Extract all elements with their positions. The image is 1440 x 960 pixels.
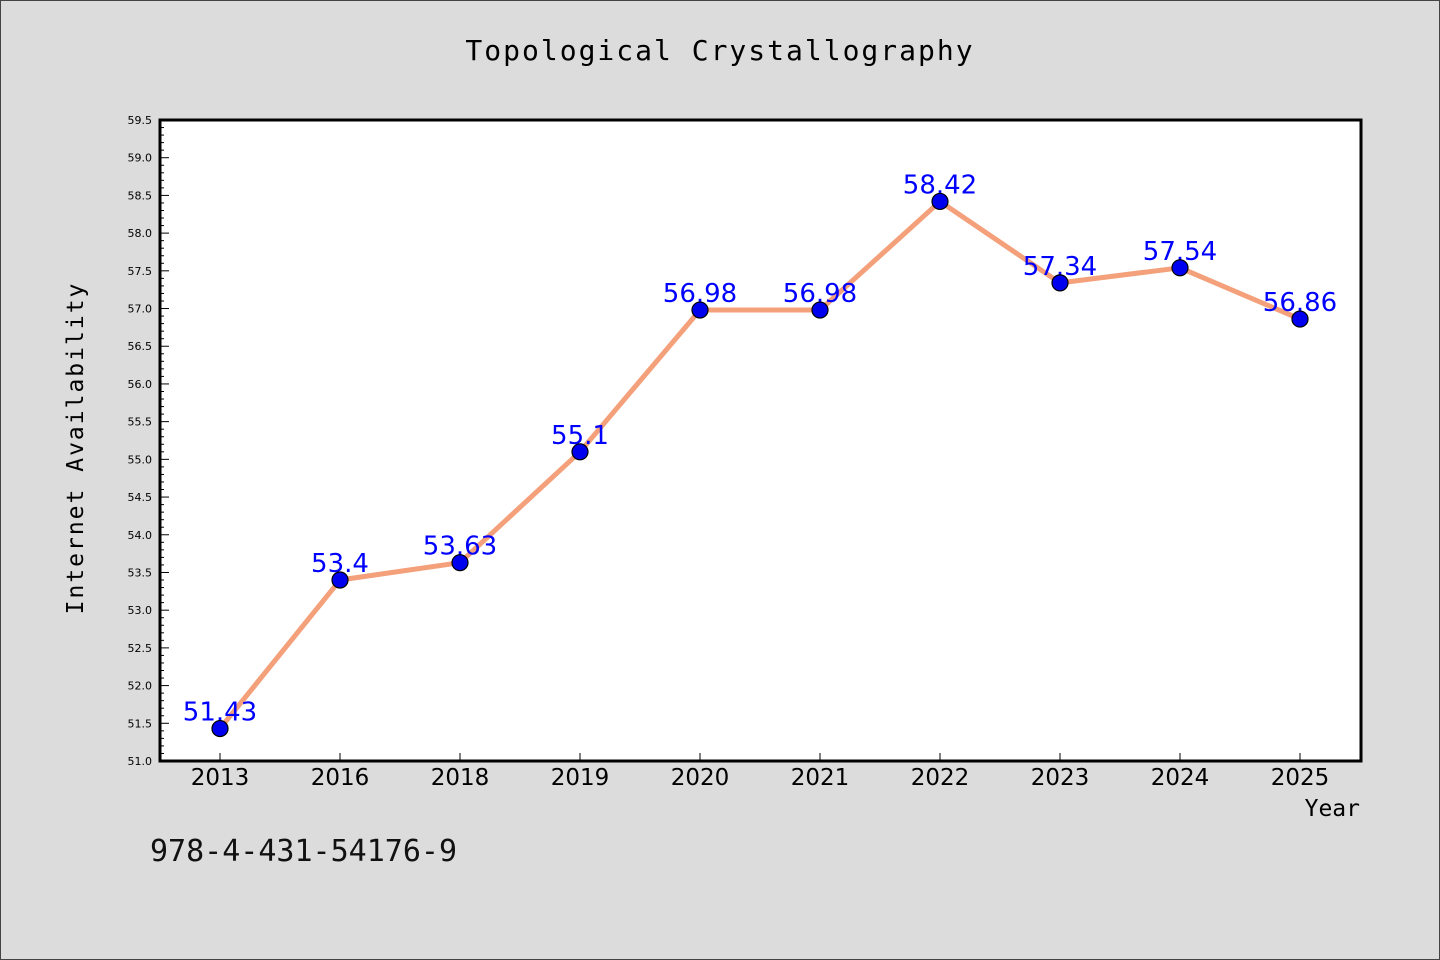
y-tick-label: 51.5 xyxy=(128,717,153,730)
data-point xyxy=(331,571,349,589)
x-tick-label: 2024 xyxy=(1151,765,1210,791)
x-tick-label: 2018 xyxy=(431,765,490,791)
y-tick-label: 59.0 xyxy=(128,152,153,165)
x-tick-label: 2021 xyxy=(791,765,850,791)
x-tick-label: 2025 xyxy=(1271,765,1330,791)
y-tick-label: 57.5 xyxy=(128,265,153,278)
data-point xyxy=(1051,274,1069,292)
x-tick-label: 2022 xyxy=(911,765,970,791)
data-point xyxy=(451,554,469,572)
data-point xyxy=(691,301,709,319)
y-tick-label: 52.0 xyxy=(128,680,153,693)
y-tick-label: 55.0 xyxy=(128,453,153,466)
y-tick-label: 51.0 xyxy=(128,755,153,768)
y-tick-label: 58.0 xyxy=(128,227,153,240)
chart-title: Topological Crystallography xyxy=(465,34,975,67)
y-tick-label: 52.5 xyxy=(128,642,153,655)
y-tick-label: 54.5 xyxy=(128,491,153,504)
y-tick-label: 56.0 xyxy=(128,378,153,391)
x-tick-label: 2013 xyxy=(191,765,250,791)
y-tick-label: 53.5 xyxy=(128,566,153,579)
y-tick-label: 55.5 xyxy=(128,416,153,429)
data-point xyxy=(811,301,829,319)
series-line xyxy=(217,198,1303,732)
y-tick-label: 58.5 xyxy=(128,189,153,202)
x-tick-label: 2020 xyxy=(671,765,730,791)
plot-area xyxy=(158,118,1363,763)
y-tick-label: 54.0 xyxy=(128,529,153,542)
x-tick-label: 2016 xyxy=(311,765,370,791)
isbn-code: 978-4-431-54176-9 xyxy=(150,834,458,869)
x-axis-label: Year xyxy=(1304,796,1360,822)
data-point xyxy=(1291,310,1309,328)
y-tick-label: 57.0 xyxy=(128,303,153,316)
x-tick-label: 2023 xyxy=(1031,765,1090,791)
x-tick-label: 2019 xyxy=(551,765,610,791)
data-point xyxy=(571,443,589,461)
data-point xyxy=(931,192,949,211)
data-point xyxy=(1171,259,1189,277)
data-point xyxy=(211,719,229,738)
y-tick-label: 56.5 xyxy=(128,340,153,353)
y-tick-label: 59.5 xyxy=(128,114,153,127)
y-tick-label: 53.0 xyxy=(128,604,153,617)
